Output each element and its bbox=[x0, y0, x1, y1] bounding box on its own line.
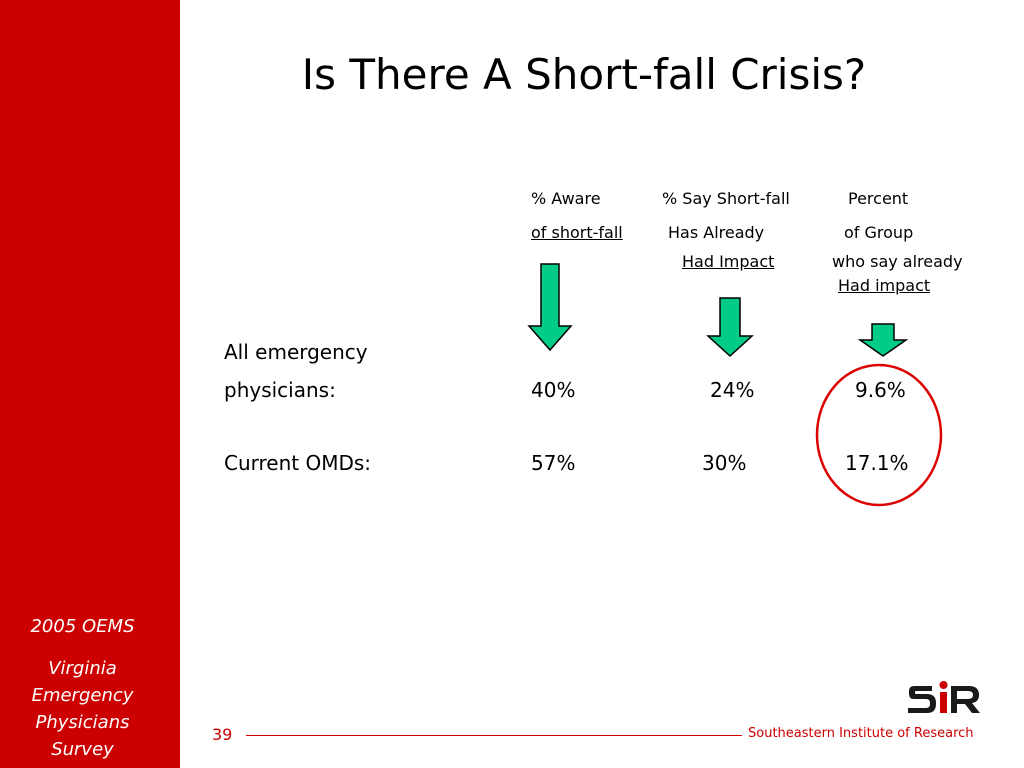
row2-label: Current OMDs: bbox=[224, 451, 372, 475]
col3-header-line3: who say already bbox=[832, 252, 963, 271]
col3-header-line4: Had impact bbox=[838, 276, 931, 295]
col1-header-line2: of short-fall bbox=[531, 223, 623, 242]
col2-header-line3: Had Impact bbox=[682, 252, 775, 271]
row1-value-aware: 40% bbox=[531, 378, 576, 402]
col3-header-line1: Percent bbox=[848, 189, 909, 208]
down-arrow-icon bbox=[527, 263, 573, 352]
row1-value-percent: 9.6% bbox=[855, 378, 906, 402]
down-arrow-icon bbox=[858, 323, 908, 357]
survey-line-3: Physicians bbox=[35, 712, 130, 733]
row2-value-impact: 30% bbox=[702, 451, 747, 475]
survey-year: 2005 OEMS bbox=[30, 616, 135, 637]
survey-line-4: Survey bbox=[51, 739, 114, 760]
col1-header-line1: % Aware bbox=[531, 189, 601, 208]
row1-value-impact: 24% bbox=[710, 378, 755, 402]
col2-header-line1: % Say Short-fall bbox=[662, 189, 790, 208]
row2-value-percent: 17.1% bbox=[845, 451, 909, 475]
row1-label-line1: All emergency bbox=[224, 340, 368, 364]
organization-name: Southeastern Institute of Research bbox=[748, 726, 974, 741]
footer-divider bbox=[246, 735, 742, 736]
row1-label-line2: physicians: bbox=[224, 378, 336, 402]
survey-line-1: Virginia bbox=[48, 658, 117, 679]
highlight-circle bbox=[815, 363, 943, 507]
row2-value-aware: 57% bbox=[531, 451, 576, 475]
down-arrow-icon bbox=[706, 297, 754, 358]
survey-line-2: Emergency bbox=[31, 685, 134, 706]
col3-header-line2: of Group bbox=[844, 223, 914, 242]
col2-header-line2: Has Already bbox=[668, 223, 765, 242]
sir-logo bbox=[908, 681, 980, 713]
page-number: 39 bbox=[212, 725, 233, 744]
sidebar: 2005 OEMS Virginia Emergency Physicians … bbox=[0, 0, 180, 768]
slide-title: Is There A Short-fall Crisis? bbox=[301, 50, 867, 99]
